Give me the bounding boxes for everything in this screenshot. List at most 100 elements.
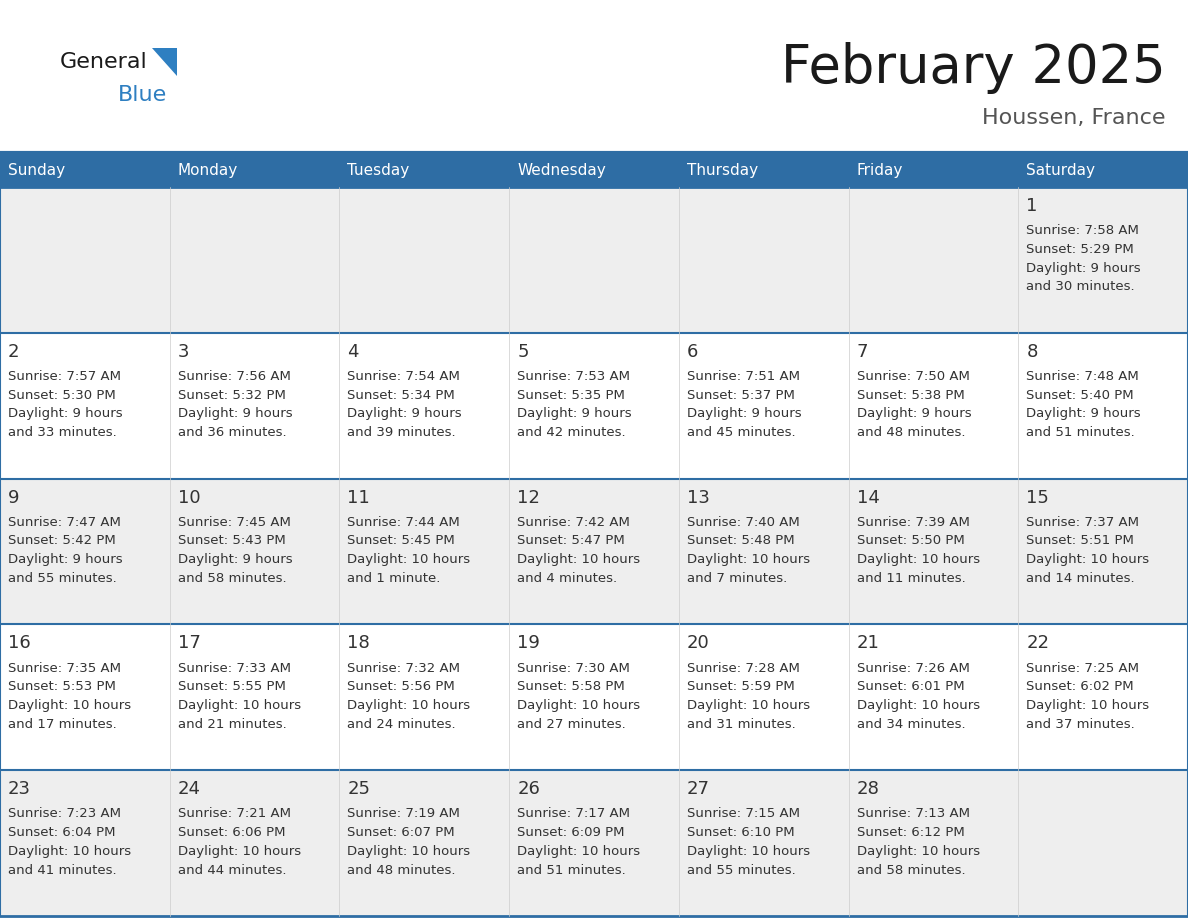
- Text: and 36 minutes.: and 36 minutes.: [178, 426, 286, 439]
- Text: Sunset: 5:56 PM: Sunset: 5:56 PM: [347, 680, 455, 693]
- Bar: [0, 333, 1188, 478]
- Text: Daylight: 9 hours: Daylight: 9 hours: [178, 408, 292, 420]
- Text: and 55 minutes.: and 55 minutes.: [8, 572, 116, 585]
- Text: Sunrise: 7:48 AM: Sunrise: 7:48 AM: [1026, 370, 1139, 383]
- Text: Sunset: 5:58 PM: Sunset: 5:58 PM: [517, 680, 625, 693]
- Text: Sunrise: 7:51 AM: Sunrise: 7:51 AM: [687, 370, 800, 383]
- Text: and 51 minutes.: and 51 minutes.: [517, 864, 626, 877]
- Text: Daylight: 10 hours: Daylight: 10 hours: [8, 699, 131, 712]
- Text: Sunset: 5:59 PM: Sunset: 5:59 PM: [687, 680, 795, 693]
- Text: 25: 25: [347, 780, 371, 798]
- Text: and 33 minutes.: and 33 minutes.: [8, 426, 116, 439]
- Text: 22: 22: [1026, 634, 1049, 653]
- Text: Sunrise: 7:47 AM: Sunrise: 7:47 AM: [8, 516, 121, 529]
- Text: Sunrise: 7:25 AM: Sunrise: 7:25 AM: [1026, 662, 1139, 675]
- Text: Sunrise: 7:39 AM: Sunrise: 7:39 AM: [857, 516, 969, 529]
- Text: Sunset: 5:35 PM: Sunset: 5:35 PM: [517, 388, 625, 402]
- Text: Daylight: 10 hours: Daylight: 10 hours: [857, 845, 980, 857]
- Text: Sunset: 5:55 PM: Sunset: 5:55 PM: [178, 680, 285, 693]
- Text: 9: 9: [8, 488, 19, 507]
- Text: Daylight: 10 hours: Daylight: 10 hours: [178, 845, 301, 857]
- Text: Sunset: 6:10 PM: Sunset: 6:10 PM: [687, 826, 795, 839]
- Text: Monday: Monday: [178, 163, 238, 178]
- Text: and 51 minutes.: and 51 minutes.: [1026, 426, 1135, 439]
- Text: 4: 4: [347, 342, 359, 361]
- Text: Sunset: 5:40 PM: Sunset: 5:40 PM: [1026, 388, 1133, 402]
- Text: Daylight: 9 hours: Daylight: 9 hours: [8, 554, 122, 566]
- Text: Sunrise: 7:15 AM: Sunrise: 7:15 AM: [687, 808, 800, 821]
- Text: Sunset: 5:45 PM: Sunset: 5:45 PM: [347, 534, 455, 547]
- Text: and 42 minutes.: and 42 minutes.: [517, 426, 626, 439]
- Text: Sunset: 5:32 PM: Sunset: 5:32 PM: [178, 388, 285, 402]
- Text: Sunrise: 7:58 AM: Sunrise: 7:58 AM: [1026, 224, 1139, 237]
- Text: Tuesday: Tuesday: [347, 163, 410, 178]
- Text: Friday: Friday: [857, 163, 903, 178]
- Text: and 45 minutes.: and 45 minutes.: [687, 426, 796, 439]
- Text: Saturday: Saturday: [1026, 163, 1095, 178]
- Text: Wednesday: Wednesday: [517, 163, 606, 178]
- Polygon shape: [152, 48, 177, 76]
- Text: Thursday: Thursday: [687, 163, 758, 178]
- Text: 7: 7: [857, 342, 868, 361]
- Text: and 17 minutes.: and 17 minutes.: [8, 718, 116, 731]
- Text: 19: 19: [517, 634, 541, 653]
- Text: and 7 minutes.: and 7 minutes.: [687, 572, 788, 585]
- Bar: [0, 187, 1188, 333]
- Text: Sunset: 6:06 PM: Sunset: 6:06 PM: [178, 826, 285, 839]
- Text: and 48 minutes.: and 48 minutes.: [347, 864, 456, 877]
- Text: 17: 17: [178, 634, 201, 653]
- Text: Sunrise: 7:45 AM: Sunrise: 7:45 AM: [178, 516, 291, 529]
- Text: 21: 21: [857, 634, 879, 653]
- Text: and 44 minutes.: and 44 minutes.: [178, 864, 286, 877]
- Text: Sunrise: 7:37 AM: Sunrise: 7:37 AM: [1026, 516, 1139, 529]
- Text: Sunset: 5:42 PM: Sunset: 5:42 PM: [8, 534, 115, 547]
- Text: Houssen, France: Houssen, France: [982, 108, 1165, 128]
- Text: 23: 23: [8, 780, 31, 798]
- Text: Sunset: 6:07 PM: Sunset: 6:07 PM: [347, 826, 455, 839]
- Text: Sunset: 6:01 PM: Sunset: 6:01 PM: [857, 680, 965, 693]
- Text: Sunset: 6:09 PM: Sunset: 6:09 PM: [517, 826, 625, 839]
- Text: Sunrise: 7:19 AM: Sunrise: 7:19 AM: [347, 808, 460, 821]
- Text: and 41 minutes.: and 41 minutes.: [8, 864, 116, 877]
- Text: Daylight: 10 hours: Daylight: 10 hours: [347, 554, 470, 566]
- Text: 28: 28: [857, 780, 879, 798]
- Text: Sunrise: 7:28 AM: Sunrise: 7:28 AM: [687, 662, 800, 675]
- Text: Daylight: 10 hours: Daylight: 10 hours: [687, 845, 810, 857]
- Text: 13: 13: [687, 488, 709, 507]
- Text: February 2025: February 2025: [782, 42, 1165, 94]
- Text: Daylight: 9 hours: Daylight: 9 hours: [8, 408, 122, 420]
- Text: and 58 minutes.: and 58 minutes.: [857, 864, 965, 877]
- Text: Sunset: 5:48 PM: Sunset: 5:48 PM: [687, 534, 795, 547]
- Text: and 30 minutes.: and 30 minutes.: [1026, 280, 1135, 293]
- Text: and 37 minutes.: and 37 minutes.: [1026, 718, 1135, 731]
- Text: 26: 26: [517, 780, 541, 798]
- Text: and 11 minutes.: and 11 minutes.: [857, 572, 966, 585]
- Text: 6: 6: [687, 342, 699, 361]
- Text: Sunset: 5:50 PM: Sunset: 5:50 PM: [857, 534, 965, 547]
- Text: Daylight: 10 hours: Daylight: 10 hours: [178, 699, 301, 712]
- Text: 5: 5: [517, 342, 529, 361]
- Text: Sunrise: 7:50 AM: Sunrise: 7:50 AM: [857, 370, 969, 383]
- Text: 3: 3: [178, 342, 189, 361]
- Text: Sunset: 6:02 PM: Sunset: 6:02 PM: [1026, 680, 1133, 693]
- Text: Daylight: 10 hours: Daylight: 10 hours: [347, 699, 470, 712]
- Text: Sunset: 5:29 PM: Sunset: 5:29 PM: [1026, 243, 1135, 256]
- Text: Sunrise: 7:35 AM: Sunrise: 7:35 AM: [8, 662, 121, 675]
- Text: Sunrise: 7:40 AM: Sunrise: 7:40 AM: [687, 516, 800, 529]
- Text: and 14 minutes.: and 14 minutes.: [1026, 572, 1135, 585]
- Text: and 21 minutes.: and 21 minutes.: [178, 718, 286, 731]
- Text: Daylight: 9 hours: Daylight: 9 hours: [517, 408, 632, 420]
- Text: Sunrise: 7:26 AM: Sunrise: 7:26 AM: [857, 662, 969, 675]
- Text: Sunrise: 7:54 AM: Sunrise: 7:54 AM: [347, 370, 460, 383]
- Text: and 4 minutes.: and 4 minutes.: [517, 572, 618, 585]
- Text: Sunset: 5:34 PM: Sunset: 5:34 PM: [347, 388, 455, 402]
- Text: 18: 18: [347, 634, 371, 653]
- Text: Sunrise: 7:44 AM: Sunrise: 7:44 AM: [347, 516, 460, 529]
- Text: and 34 minutes.: and 34 minutes.: [857, 718, 965, 731]
- Text: 15: 15: [1026, 488, 1049, 507]
- Text: Sunrise: 7:57 AM: Sunrise: 7:57 AM: [8, 370, 121, 383]
- Text: Sunset: 6:04 PM: Sunset: 6:04 PM: [8, 826, 115, 839]
- Text: Sunset: 5:30 PM: Sunset: 5:30 PM: [8, 388, 115, 402]
- Text: Sunset: 6:12 PM: Sunset: 6:12 PM: [857, 826, 965, 839]
- Text: Daylight: 9 hours: Daylight: 9 hours: [178, 554, 292, 566]
